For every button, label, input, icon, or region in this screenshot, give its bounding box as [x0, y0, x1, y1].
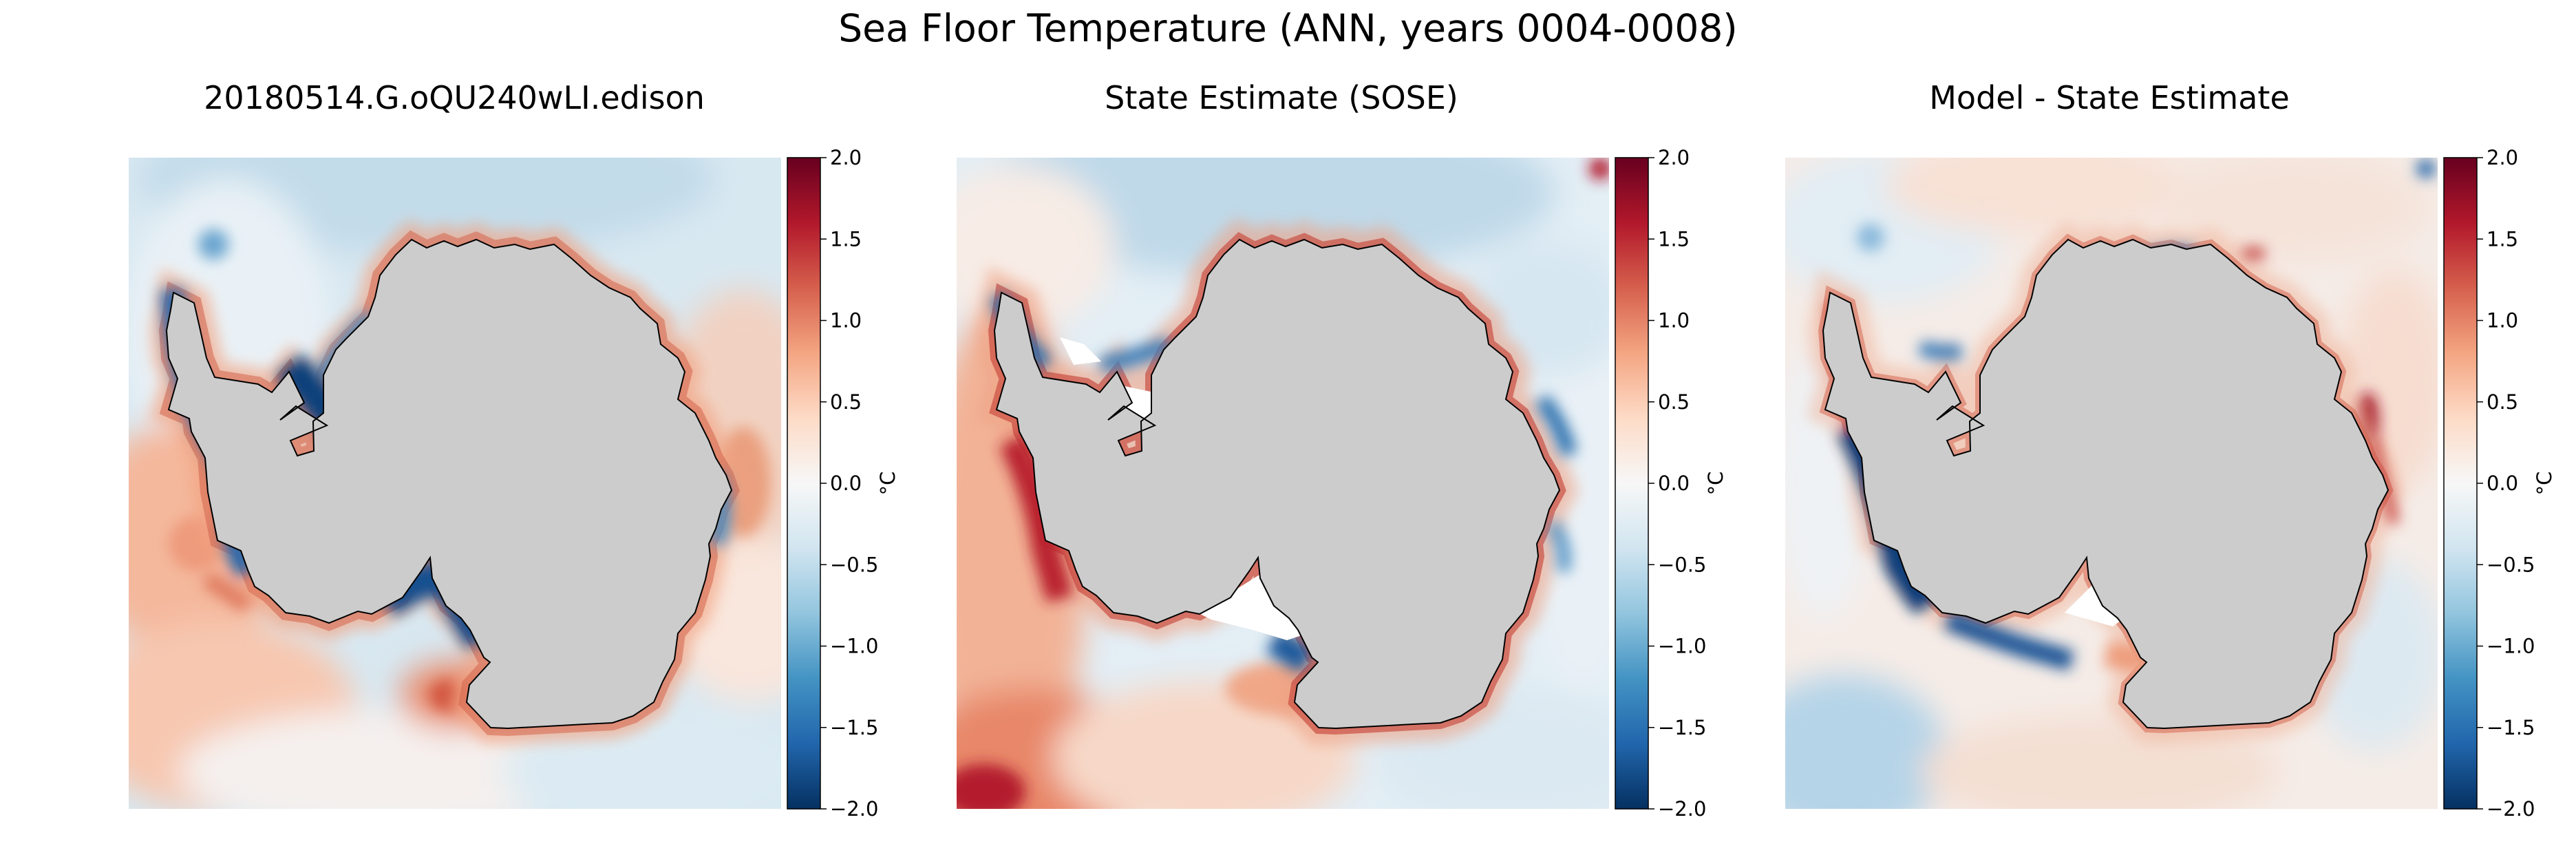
- colorbar-tick-label: −1.0: [2487, 635, 2535, 658]
- colorbar-gradient: [1615, 157, 1649, 810]
- map-panel-difference: [1785, 158, 2438, 809]
- colorbar-tick-label: 0.5: [2487, 390, 2518, 414]
- figure-title: Sea Floor Temperature (ANN, years 0004-0…: [838, 6, 1738, 50]
- colorbar-unit-label: °C: [1704, 472, 1727, 496]
- colorbar-tick-label: 1.5: [830, 227, 862, 251]
- colorbar-model: 2.0 1.5 1.0 0.5 0.0 −0.5 −1.0 −1.5 −2.0 °C: [787, 146, 900, 821]
- colorbar-tick-label: 0.0: [830, 472, 862, 495]
- panel-title-model: 20180514.G.oQU240wLI.edison: [204, 79, 705, 116]
- colorbar-gradient: [2443, 157, 2478, 810]
- colorbar-tick-label: 1.0: [830, 309, 862, 332]
- map-panel-model: [129, 158, 781, 809]
- colorbar-tick-label: 2.0: [830, 146, 862, 169]
- colorbar-tick-label: −1.5: [2487, 716, 2535, 739]
- colorbar-tick-label: 0.0: [1658, 472, 1690, 495]
- panel-title-sose: State Estimate (SOSE): [1105, 79, 1458, 116]
- colorbar-tick-label: −2.0: [2487, 797, 2535, 821]
- map-panel-sose: [957, 158, 1609, 809]
- colorbar-tick-label: −1.0: [830, 635, 878, 658]
- colorbar-sose: 2.0 1.5 1.0 0.5 0.0 −0.5 −1.0 −1.5 −2.0 °C: [1615, 146, 1727, 821]
- colorbar-tick-label: 1.5: [2487, 227, 2518, 251]
- colorbar-tick-label: −0.5: [830, 553, 878, 576]
- colorbar-gradient: [787, 157, 821, 810]
- colorbar-tick-label: −0.5: [2487, 553, 2535, 576]
- colorbar-tick-label: 0.5: [1658, 390, 1690, 414]
- colorbar-tick-label: −2.0: [1658, 797, 1706, 821]
- colorbar-unit-label: °C: [876, 472, 900, 496]
- colorbar-tick-label: 1.0: [1658, 309, 1690, 332]
- colorbars: 2.0 1.5 1.0 0.5 0.0 −0.5 −1.0 −1.5 −2.0 °C 2.0 1.5 1…: [787, 146, 2556, 821]
- colorbar-tick-label: 0.5: [830, 390, 862, 414]
- colorbar-tick-label: −0.5: [1658, 553, 1706, 576]
- colorbar-tick-label: 0.0: [2487, 472, 2518, 495]
- colorbar-tick-label: −1.0: [1658, 635, 1706, 658]
- colorbar-tick-label: −1.5: [1658, 716, 1706, 739]
- colorbar-tick-label: −2.0: [830, 797, 878, 821]
- colorbar-tick-label: 2.0: [2487, 146, 2518, 169]
- colorbar-tick-label: 2.0: [1658, 146, 1690, 169]
- colorbar-tick-label: 1.5: [1658, 227, 1690, 251]
- colorbar-tick-label: 1.0: [2487, 309, 2518, 332]
- colorbar-unit-label: °C: [2533, 472, 2556, 496]
- colorbar-difference: 2.0 1.5 1.0 0.5 0.0 −0.5 −1.0 −1.5 −2.0 °C: [2443, 146, 2556, 821]
- panel-title-difference: Model - State Estimate: [1929, 79, 2290, 116]
- colorbar-tick-label: −1.5: [830, 716, 878, 739]
